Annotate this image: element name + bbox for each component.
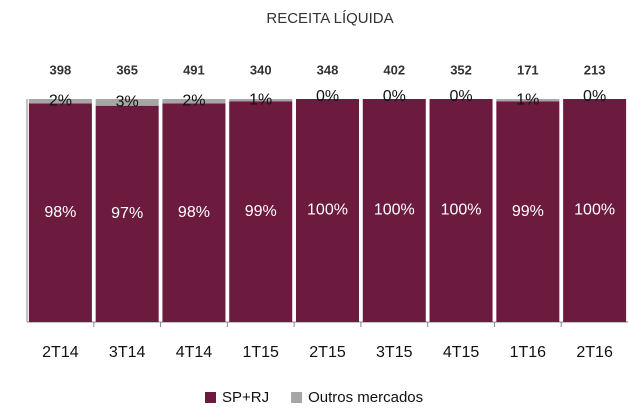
legend-label: Outros mercados (308, 389, 423, 406)
segment-label: 2% (49, 92, 72, 109)
chart-title: RECEITA LÍQUIDA (266, 10, 393, 27)
total-label: 348 (317, 62, 339, 77)
bar-segment (28, 103, 92, 323)
total-label: 398 (50, 62, 72, 77)
total-label: 365 (116, 62, 138, 77)
segment-label: 100% (374, 202, 415, 219)
segment-label: 1% (249, 91, 272, 108)
segment-label: 0% (583, 88, 606, 105)
total-label: 352 (450, 62, 472, 77)
legend-swatch (205, 392, 216, 403)
bar-segment (28, 99, 92, 104)
total-label: 340 (250, 62, 272, 77)
segment-label: 0% (316, 88, 339, 105)
legend-swatch (291, 392, 303, 403)
segment-label: 3% (116, 94, 139, 111)
segment-label: 98% (44, 204, 76, 221)
bar-segment (563, 99, 627, 322)
segment-label: 0% (383, 88, 406, 105)
x-tick-label: 3T15 (376, 344, 413, 361)
segment-label: 1% (516, 91, 539, 108)
total-label: 171 (517, 62, 539, 77)
total-label: 491 (183, 62, 205, 77)
segment-label: 2% (182, 92, 205, 109)
bar-segment (95, 99, 159, 106)
segment-label: 0% (449, 88, 472, 105)
x-tick-label: 1T15 (242, 344, 279, 361)
x-tick-label: 3T14 (109, 344, 146, 361)
x-tick-label: 4T15 (443, 344, 480, 361)
total-label: 213 (584, 62, 606, 77)
x-tick-label: 2T14 (42, 344, 79, 361)
x-tick-label: 1T16 (510, 344, 547, 361)
legend-label: SP+RJ (222, 389, 269, 406)
segment-label: 99% (245, 203, 277, 220)
x-tick-label: 4T14 (176, 344, 213, 361)
segment-label: 99% (512, 203, 544, 220)
bar-segment (229, 99, 293, 102)
bar-segment (496, 99, 560, 102)
segment-label: 100% (574, 202, 615, 219)
segment-label: 98% (178, 204, 210, 221)
total-label: 402 (383, 62, 405, 77)
bar-segment (429, 99, 493, 322)
bar-segment (95, 105, 159, 322)
bar-segment (496, 101, 560, 322)
segment-label: 100% (307, 202, 348, 219)
segment-label: 100% (441, 202, 482, 219)
bar-segment (362, 99, 426, 322)
segment-label: 97% (111, 205, 143, 222)
x-tick-label: 2T16 (576, 344, 613, 361)
x-tick-label: 2T15 (309, 344, 346, 361)
bar-segment (162, 99, 226, 104)
bar-segment (229, 101, 293, 322)
bar-segment (296, 99, 359, 322)
bar-segment (162, 103, 226, 323)
